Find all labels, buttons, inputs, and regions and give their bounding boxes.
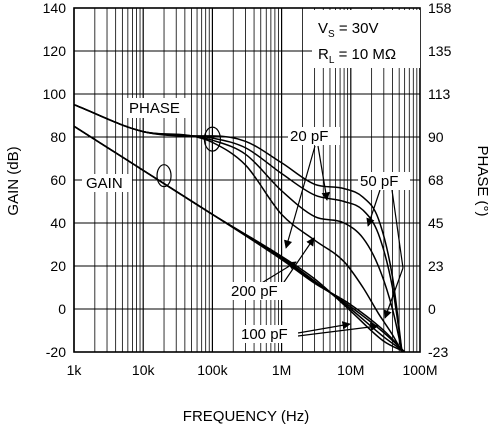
arrow-50pf-gain bbox=[383, 267, 404, 319]
phase-label: PHASE bbox=[129, 100, 180, 117]
arrow-20pf-phase bbox=[317, 145, 330, 201]
x-tick-label: 1k bbox=[67, 362, 83, 378]
y2-tick-label: 45 bbox=[428, 215, 444, 231]
arrow-20pf-gain bbox=[284, 145, 316, 249]
cap-200pf-label-bg bbox=[228, 282, 288, 300]
annotations bbox=[156, 126, 404, 337]
x-tick-label: 1M bbox=[272, 362, 291, 378]
y-tick-label: 20 bbox=[50, 258, 66, 274]
tick-labels: 1k 10k 100k 1M 10M 100M -20 0 20 40 60 80 100 120 140 -… bbox=[43, 0, 452, 378]
y2-tick-label: 23 bbox=[428, 258, 444, 274]
plot-frame bbox=[73, 7, 421, 353]
y-axis-label: GAIN (dB) bbox=[5, 146, 22, 215]
x-tick-label: 10M bbox=[337, 362, 364, 378]
cap-20pf-label-bg bbox=[288, 127, 340, 145]
gain-label-bg bbox=[82, 174, 132, 192]
cap-100pf-label-bg bbox=[238, 325, 298, 343]
y2-tick-label: 158 bbox=[428, 0, 452, 16]
x-axis-label: FREQUENCY (Hz) bbox=[183, 408, 309, 425]
y-tick-label: 80 bbox=[50, 129, 66, 145]
y2-axis-label: PHASE (°) bbox=[474, 145, 488, 216]
y2-tick-label: 68 bbox=[428, 172, 444, 188]
gain-label: GAIN bbox=[86, 175, 123, 192]
arrow-100pf-phase bbox=[297, 322, 379, 337]
rl-condition: RL = 10 MΩ bbox=[318, 46, 396, 66]
vs-condition: VS = 30V bbox=[318, 20, 378, 40]
cap-50pf-label-bg bbox=[358, 172, 410, 190]
y-tick-label: 140 bbox=[43, 0, 67, 16]
arrow-200pf-phase bbox=[281, 237, 315, 286]
gain-curve-200pf bbox=[74, 125, 405, 352]
phase-label-bg bbox=[126, 98, 190, 118]
y2-tick-label: 90 bbox=[428, 129, 444, 145]
cap-100pf-label: 100 pF bbox=[241, 326, 288, 343]
y-tick-label: 100 bbox=[43, 86, 67, 102]
y-tick-label: 120 bbox=[43, 43, 67, 59]
y-tick-label: -20 bbox=[46, 344, 66, 360]
y-tick-label: 40 bbox=[50, 215, 66, 231]
y-tick-label: 60 bbox=[50, 172, 66, 188]
cap-200pf-label: 200 pF bbox=[231, 283, 278, 300]
arrow-200pf-gain bbox=[259, 261, 297, 285]
x-tick-label: 100M bbox=[402, 362, 437, 378]
phase-group-marker bbox=[203, 126, 221, 152]
x-tick-label: 10k bbox=[132, 362, 156, 378]
arrow-50pf-phase bbox=[366, 189, 381, 227]
arrow-100pf-gain bbox=[297, 321, 351, 334]
cap-20pf-label: 20 pF bbox=[290, 128, 328, 145]
y-tick-label: 0 bbox=[58, 301, 66, 317]
y2-tick-label: 135 bbox=[428, 43, 452, 59]
leader-50pf bbox=[391, 189, 404, 269]
y2-tick-label: 113 bbox=[428, 86, 451, 102]
curves bbox=[74, 104, 406, 352]
conditions-box bbox=[312, 10, 420, 68]
y2-tick-label: -23 bbox=[428, 344, 448, 360]
cap-50pf-label: 50 pF bbox=[360, 173, 398, 190]
phase-curve-200pf bbox=[74, 104, 403, 352]
gain-group-marker bbox=[156, 164, 172, 188]
phase-curve-100pf bbox=[74, 104, 403, 352]
y2-tick-label: 0 bbox=[428, 301, 436, 317]
x-tick-label: 100k bbox=[197, 362, 228, 378]
